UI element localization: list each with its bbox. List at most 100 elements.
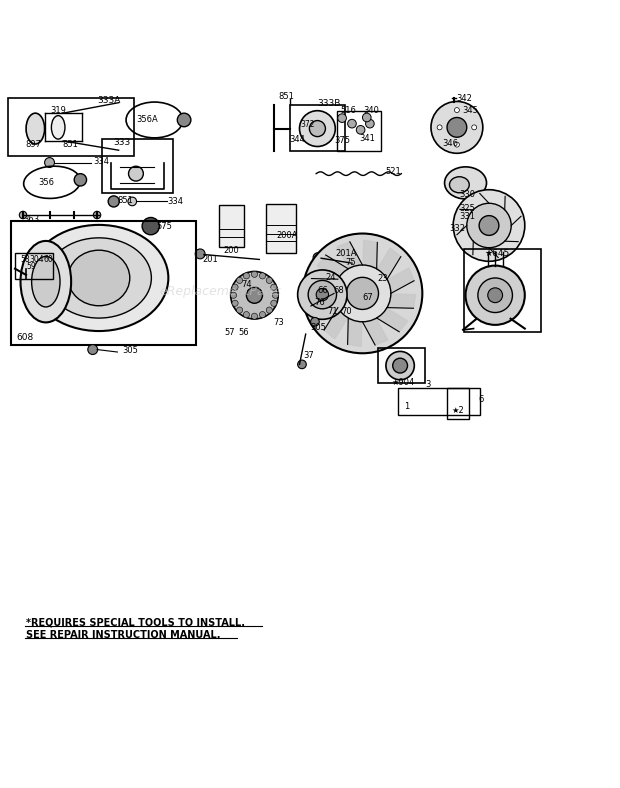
Ellipse shape xyxy=(128,166,143,181)
Text: 60: 60 xyxy=(43,255,53,264)
Circle shape xyxy=(231,292,237,299)
Circle shape xyxy=(243,311,249,318)
Circle shape xyxy=(177,113,191,127)
Circle shape xyxy=(366,119,374,128)
Text: 332: 332 xyxy=(450,224,466,233)
Text: ★904: ★904 xyxy=(392,377,415,387)
Circle shape xyxy=(334,265,391,322)
Text: 516: 516 xyxy=(340,106,356,114)
Circle shape xyxy=(472,125,477,130)
Ellipse shape xyxy=(20,241,71,322)
FancyBboxPatch shape xyxy=(219,205,244,247)
Polygon shape xyxy=(377,308,408,332)
Circle shape xyxy=(338,113,347,122)
Text: 75: 75 xyxy=(345,258,356,267)
Circle shape xyxy=(347,277,379,310)
Ellipse shape xyxy=(309,121,326,136)
Polygon shape xyxy=(388,268,414,293)
Text: 24: 24 xyxy=(325,273,335,282)
Text: 331: 331 xyxy=(459,212,476,221)
Text: 363: 363 xyxy=(23,215,39,225)
Text: 201A: 201A xyxy=(335,249,356,258)
Ellipse shape xyxy=(445,167,487,199)
Text: 375: 375 xyxy=(334,136,350,146)
Circle shape xyxy=(236,277,242,284)
Circle shape xyxy=(488,288,503,303)
Circle shape xyxy=(271,284,277,290)
Circle shape xyxy=(251,313,257,319)
Text: 575: 575 xyxy=(156,221,172,231)
Circle shape xyxy=(466,266,525,325)
Polygon shape xyxy=(363,318,388,345)
Ellipse shape xyxy=(32,256,60,307)
Text: 340: 340 xyxy=(364,106,379,114)
Text: 23: 23 xyxy=(377,274,388,283)
Circle shape xyxy=(74,173,87,186)
Circle shape xyxy=(447,117,467,137)
Circle shape xyxy=(232,284,238,290)
Circle shape xyxy=(232,300,238,307)
Text: 851: 851 xyxy=(63,139,79,148)
Text: 333: 333 xyxy=(113,138,130,147)
Text: 56: 56 xyxy=(239,328,249,336)
Circle shape xyxy=(467,203,512,247)
Text: 356A: 356A xyxy=(137,116,159,125)
Text: 74: 74 xyxy=(242,281,252,289)
Circle shape xyxy=(45,158,55,168)
Circle shape xyxy=(271,300,277,307)
Circle shape xyxy=(266,277,272,284)
Text: SEE REPAIR INSTRUCTION MANUAL.: SEE REPAIR INSTRUCTION MANUAL. xyxy=(26,630,221,640)
Circle shape xyxy=(356,125,365,134)
Ellipse shape xyxy=(46,238,151,318)
Text: 319: 319 xyxy=(50,106,66,114)
Circle shape xyxy=(259,311,265,318)
Text: 897: 897 xyxy=(25,139,42,148)
Text: 6: 6 xyxy=(478,395,484,404)
Circle shape xyxy=(94,211,101,219)
Circle shape xyxy=(392,359,407,373)
Circle shape xyxy=(311,318,319,326)
Text: 58: 58 xyxy=(20,255,30,264)
Circle shape xyxy=(259,273,265,279)
Circle shape xyxy=(266,307,272,313)
Polygon shape xyxy=(311,293,337,319)
Text: 305: 305 xyxy=(310,323,326,333)
Circle shape xyxy=(243,273,249,279)
Ellipse shape xyxy=(30,225,169,331)
Text: 3: 3 xyxy=(425,381,430,389)
Circle shape xyxy=(479,216,499,236)
FancyBboxPatch shape xyxy=(265,204,296,253)
Text: 66: 66 xyxy=(317,286,328,296)
Ellipse shape xyxy=(51,116,65,139)
Text: 305: 305 xyxy=(122,346,138,355)
Text: 200: 200 xyxy=(224,246,239,255)
Text: 334: 334 xyxy=(167,197,184,206)
Text: ★645: ★645 xyxy=(484,249,510,258)
Text: 304: 304 xyxy=(29,255,44,264)
Polygon shape xyxy=(348,318,362,347)
Text: eReplacementParts: eReplacementParts xyxy=(159,285,281,298)
Text: 73: 73 xyxy=(274,318,285,327)
Circle shape xyxy=(437,125,442,130)
Text: 344: 344 xyxy=(290,135,306,143)
Text: 67: 67 xyxy=(362,293,373,303)
Circle shape xyxy=(298,360,306,369)
Ellipse shape xyxy=(450,177,469,193)
Polygon shape xyxy=(317,255,348,279)
Circle shape xyxy=(195,249,205,258)
Text: 325: 325 xyxy=(459,204,476,214)
Text: 333B: 333B xyxy=(317,99,340,109)
Text: 356: 356 xyxy=(38,178,54,188)
Polygon shape xyxy=(309,278,338,292)
Circle shape xyxy=(386,351,414,380)
Text: 1: 1 xyxy=(404,402,410,411)
Text: 334: 334 xyxy=(94,158,109,166)
Polygon shape xyxy=(363,240,378,269)
Circle shape xyxy=(128,197,136,206)
Text: 57: 57 xyxy=(224,328,235,336)
Text: ★2: ★2 xyxy=(452,406,464,414)
Circle shape xyxy=(88,344,98,355)
Circle shape xyxy=(272,292,278,299)
Polygon shape xyxy=(324,307,348,339)
Circle shape xyxy=(316,288,329,301)
